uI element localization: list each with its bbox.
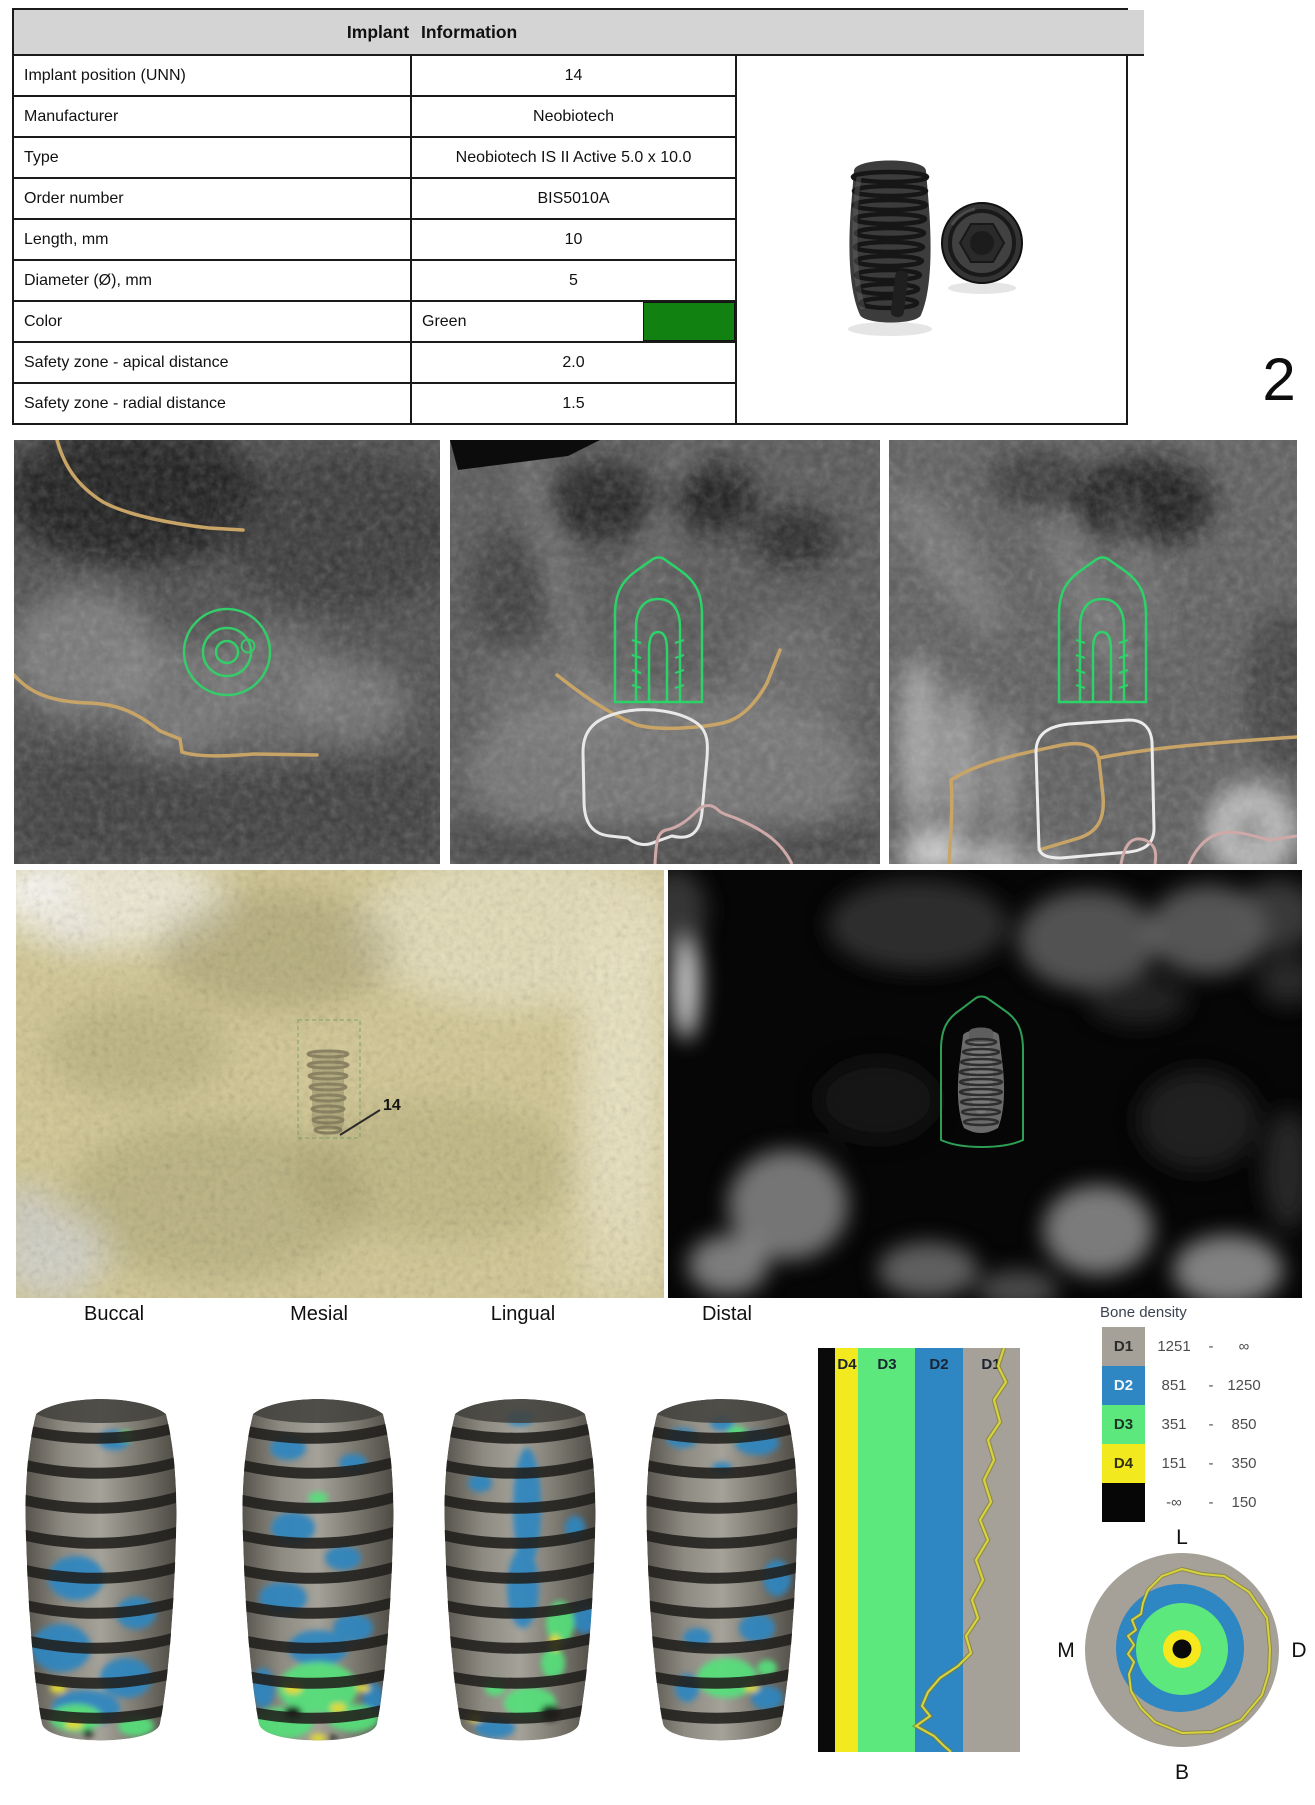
row-label: Safety zone - apical distance bbox=[14, 341, 410, 382]
row-label: Manufacturer bbox=[14, 95, 410, 136]
implant-photo bbox=[848, 160, 1023, 336]
legend-swatch-black bbox=[1102, 1483, 1145, 1522]
xray-image bbox=[668, 870, 1302, 1298]
view-label-mesial: Mesial bbox=[290, 1303, 348, 1325]
strip-label-d1: D1 bbox=[981, 1356, 1001, 1373]
view-label-buccal: Buccal bbox=[83, 1303, 145, 1325]
legend-row: -∞ - 150 bbox=[1102, 1483, 1269, 1522]
ct-cross-section-teeth-image bbox=[889, 440, 1297, 864]
implant-cross-section-outline bbox=[182, 607, 272, 697]
row-label: Type bbox=[14, 136, 410, 177]
row-value: 1.5 bbox=[410, 382, 735, 423]
orientation-label-lingual: L bbox=[1176, 1526, 1188, 1549]
implant-top-view bbox=[941, 202, 1023, 284]
legend-swatch-d4: D4 bbox=[1102, 1444, 1145, 1483]
row-label: Diameter (Ø), mm bbox=[14, 259, 410, 300]
density-isoline bbox=[911, 1348, 1009, 1752]
row-value: BIS5010A bbox=[410, 177, 735, 218]
strip-label-d4: D4 bbox=[837, 1356, 857, 1373]
row-value: Neobiotech bbox=[410, 95, 735, 136]
neighbor-tooth-outline bbox=[653, 804, 794, 864]
color-swatch bbox=[643, 302, 735, 341]
band-d3 bbox=[858, 1348, 915, 1752]
implant-leader-line bbox=[339, 1109, 381, 1136]
legend-swatch-d2: D2 bbox=[1102, 1366, 1145, 1405]
panoramic-curve bbox=[555, 648, 782, 731]
implant-number-label: 14 bbox=[383, 1097, 401, 1114]
row-value: 10 bbox=[410, 218, 735, 259]
render-lingual bbox=[444, 1399, 596, 1741]
ct-axial-image bbox=[14, 440, 440, 864]
view-label-lingual: Lingual bbox=[490, 1303, 556, 1325]
orientation-label-buccal: B bbox=[1175, 1761, 1189, 1784]
density-circle-diagram: L B M D bbox=[1052, 1514, 1312, 1784]
implant-outline bbox=[613, 556, 704, 704]
render-mesial bbox=[242, 1399, 394, 1741]
strip-label-d2: D2 bbox=[929, 1356, 949, 1373]
tooth-outline bbox=[1034, 718, 1156, 860]
band-d2 bbox=[915, 1348, 963, 1752]
legend-row: D2 851 - 1250 bbox=[1102, 1366, 1269, 1405]
implant-bounds-outline bbox=[297, 1019, 361, 1139]
gingiva-curve bbox=[947, 735, 1297, 864]
bone-density-legend: D1 1251 - ∞ D2 851 - 1250 D3 351 - 850 D… bbox=[1102, 1327, 1269, 1522]
band-below-range bbox=[818, 1348, 835, 1752]
band-d1 bbox=[963, 1348, 1020, 1752]
row-label: Implant position (UNN) bbox=[14, 54, 410, 95]
implant-photo-cell bbox=[735, 54, 1144, 423]
neighbor-tooth-outline bbox=[1119, 830, 1297, 864]
orientation-label-distal: D bbox=[1291, 1639, 1306, 1662]
panoramic-curve bbox=[14, 440, 319, 758]
orientation-label-mesial: M bbox=[1057, 1639, 1075, 1662]
row-label: Safety zone - radial distance bbox=[14, 382, 410, 423]
implant-outline bbox=[1057, 556, 1148, 704]
row-value: Neobiotech IS II Active 5.0 x 10.0 bbox=[410, 136, 735, 177]
row-value: 2.0 bbox=[410, 341, 735, 382]
row-value: 14 bbox=[410, 54, 735, 95]
legend-title: Bone density bbox=[1100, 1304, 1187, 1321]
implant-outline bbox=[940, 995, 1024, 1149]
implant-render bbox=[957, 1027, 1005, 1133]
legend-swatch-d1: D1 bbox=[1102, 1327, 1145, 1366]
table-title: Implant Information bbox=[346, 21, 518, 42]
render-buccal bbox=[25, 1399, 177, 1741]
legend-row: D4 151 - 350 bbox=[1102, 1444, 1269, 1483]
legend-row: D1 1251 - ∞ bbox=[1102, 1327, 1269, 1366]
legend-row: D3 351 - 850 bbox=[1102, 1405, 1269, 1444]
bone-surface-image: 14 bbox=[16, 870, 664, 1298]
implant-info-table: Implant Information bbox=[12, 8, 1144, 425]
tooth-outline bbox=[581, 708, 709, 847]
row-value-color: Green bbox=[410, 300, 735, 341]
row-label: Length, mm bbox=[14, 218, 410, 259]
render-distal bbox=[646, 1399, 798, 1741]
bone-density-strip: D4 D3 D2 D1 bbox=[818, 1348, 1020, 1752]
row-label: Color bbox=[14, 300, 410, 341]
row-value: 5 bbox=[410, 259, 735, 300]
implant-density-renders bbox=[16, 1388, 826, 1754]
table-title-row: Implant Information bbox=[14, 10, 1144, 54]
legend-swatch-d3: D3 bbox=[1102, 1405, 1145, 1444]
page-number: 2 bbox=[1262, 346, 1296, 413]
view-label-distal: Distal bbox=[701, 1303, 752, 1325]
strip-label-d3: D3 bbox=[877, 1356, 897, 1373]
ct-cross-section-image bbox=[450, 440, 880, 864]
implant-ghost bbox=[306, 1049, 350, 1135]
band-d4 bbox=[835, 1348, 858, 1752]
row-label: Order number bbox=[14, 177, 410, 218]
